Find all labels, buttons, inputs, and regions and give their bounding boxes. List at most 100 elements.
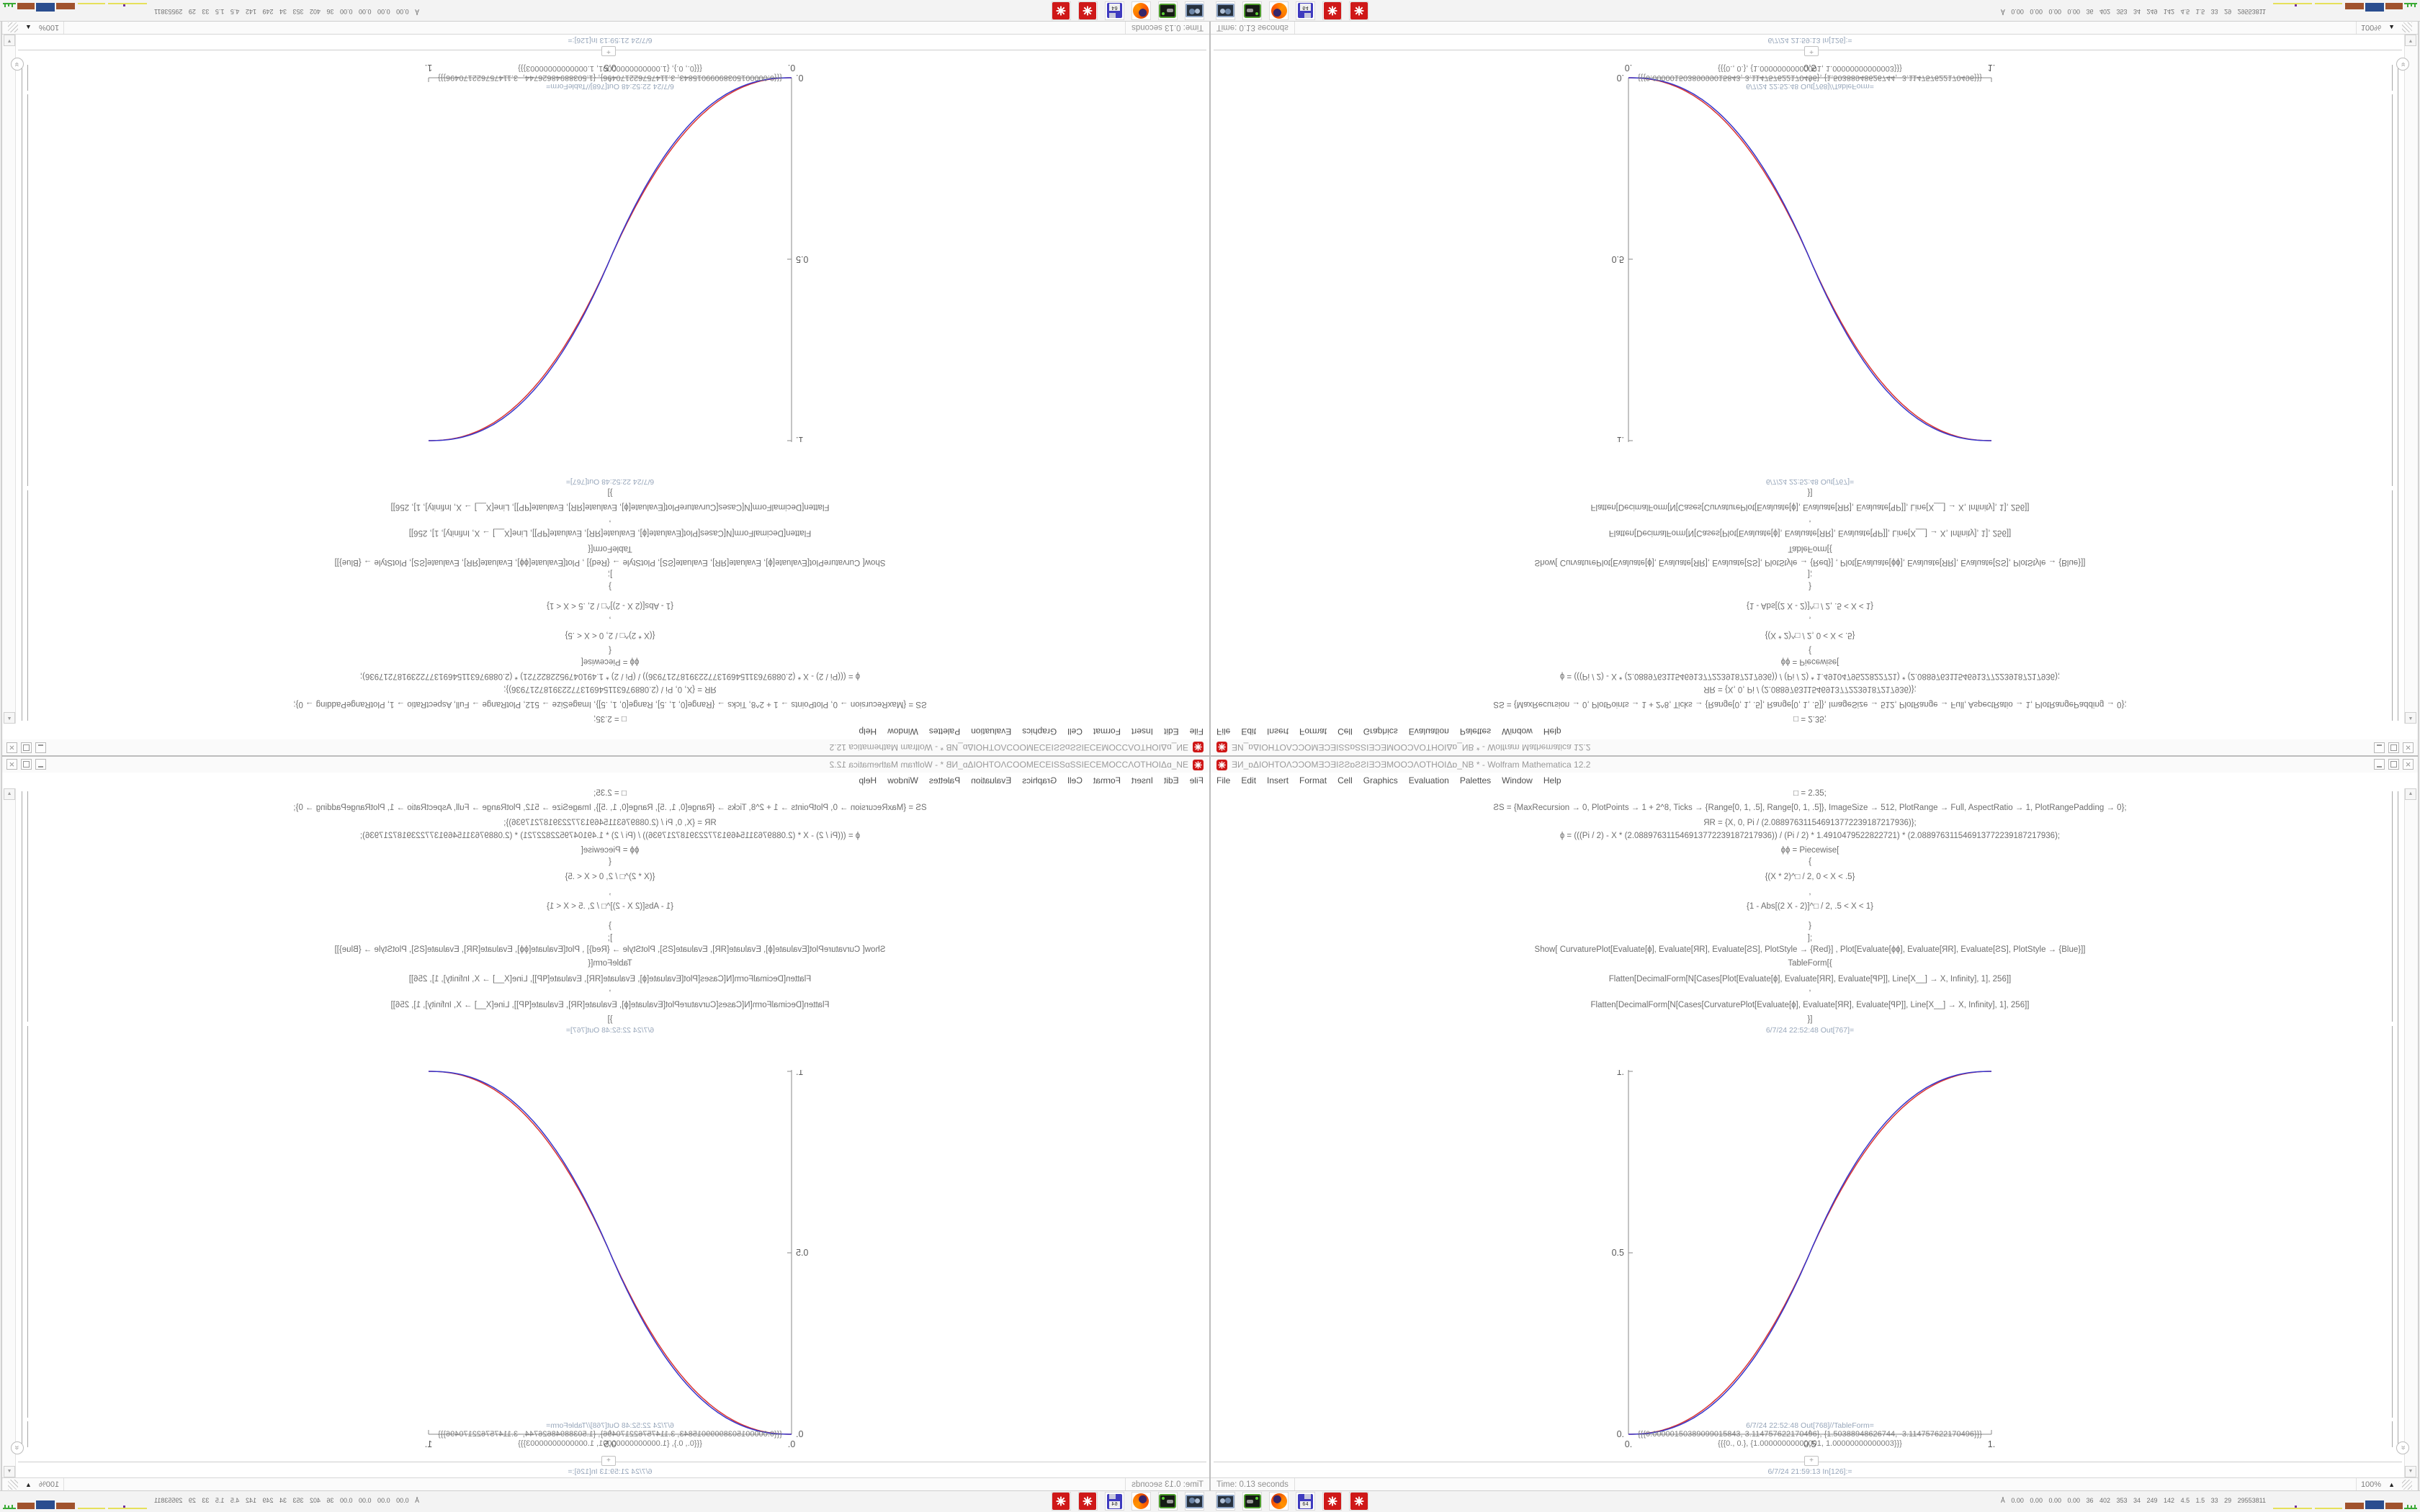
taskbar-item-kernel-1[interactable] xyxy=(1322,1,1342,20)
menu-evaluation[interactable]: Evaluation xyxy=(1408,775,1449,786)
notebook-area[interactable]: □ = 2.35; ƧS = {MaxRecursion → 0, PlotPo… xyxy=(1211,34,2418,724)
horizontal-scrollbar[interactable] xyxy=(1295,22,2356,34)
taskbar-item-emulator[interactable] xyxy=(1158,1,1178,20)
menu-format[interactable]: Format xyxy=(1093,775,1121,786)
insert-cell-plus-button[interactable]: + xyxy=(601,1456,616,1466)
vertical-scrollbar[interactable]: ▲ ▼ xyxy=(2404,35,2417,724)
taskbar-item-firefox[interactable] xyxy=(1131,1,1151,20)
menu-cell[interactable]: Cell xyxy=(1067,775,1083,786)
scroll-down-arrow-icon[interactable]: ▼ xyxy=(4,35,15,46)
input-cell-bracket[interactable] xyxy=(2392,791,2393,1022)
resize-grip[interactable] xyxy=(8,1479,18,1490)
menu-edit[interactable]: Edit xyxy=(1163,726,1179,737)
output-table-cell-bracket[interactable] xyxy=(27,65,28,91)
close-button[interactable] xyxy=(2403,742,2414,753)
taskbar-item-firefox[interactable] xyxy=(1269,1492,1289,1511)
menu-cell[interactable]: Cell xyxy=(1337,775,1353,786)
menu-edit[interactable]: Edit xyxy=(1163,775,1179,786)
taskbar-item-kernel-1[interactable] xyxy=(1078,1492,1098,1511)
magnification-dropdown-icon[interactable]: ▲ xyxy=(2388,24,2395,32)
minimize-button[interactable] xyxy=(35,759,46,770)
magnification-control[interactable]: 100% ▲ xyxy=(2,1478,65,1490)
scroll-up-arrow-icon[interactable]: ▲ xyxy=(4,712,15,724)
taskbar-item-floppy64[interactable]: 64 xyxy=(1105,1492,1124,1511)
menu-insert[interactable]: Insert xyxy=(1131,775,1153,786)
menu-edit[interactable]: Edit xyxy=(1241,775,1257,786)
magnification-dropdown-icon[interactable]: ▲ xyxy=(25,24,32,32)
menu-palettes[interactable]: Palettes xyxy=(1459,726,1492,737)
taskbar-item-firefox[interactable] xyxy=(1269,1,1289,20)
menu-window[interactable]: Window xyxy=(887,726,918,737)
scroll-down-arrow-icon[interactable]: ▼ xyxy=(2405,1466,2416,1477)
window-titlebar[interactable]: ƎИ_ɒΔIOHTOΛƆƆOMƎƆƎIƧƧɒƧƧIƎƆƎMOOƆΛOTHOIΔɒ… xyxy=(1211,757,2418,773)
menu-cell[interactable]: Cell xyxy=(1337,726,1353,737)
menu-insert[interactable]: Insert xyxy=(1267,726,1289,737)
menu-format[interactable]: Format xyxy=(1299,726,1327,737)
taskbar-item-emulator[interactable] xyxy=(1158,1492,1178,1511)
taskbar-item-display-settings[interactable] xyxy=(1216,1,1235,20)
taskbar-item-kernel-2[interactable] xyxy=(1349,1492,1368,1511)
menu-evaluation[interactable]: Evaluation xyxy=(1408,726,1449,737)
vertical-scrollbar[interactable]: ▲ ▼ xyxy=(3,788,16,1477)
window-titlebar[interactable]: ƎИ_ɒΔIOHTOΛƆƆOMƎƆƎIƧƧɒƧƧIƎƆƎMOOƆΛOTHOIΔɒ… xyxy=(2,739,1209,755)
scroll-up-arrow-icon[interactable]: ▲ xyxy=(2405,712,2416,724)
insert-cell-plus-button[interactable]: + xyxy=(1804,46,1819,56)
menu-edit[interactable]: Edit xyxy=(1241,726,1257,737)
input-cell-bracket[interactable] xyxy=(27,791,28,1022)
menu-palettes[interactable]: Palettes xyxy=(1459,775,1492,786)
menu-window[interactable]: Window xyxy=(1502,726,1533,737)
taskbar-item-kernel-2[interactable] xyxy=(1052,1,1071,20)
taskbar-item-kernel-2[interactable] xyxy=(1052,1492,1071,1511)
resize-grip[interactable] xyxy=(2402,22,2412,33)
notebook-area[interactable]: □ = 2.35; ƧS = {MaxRecursion → 0, PlotPo… xyxy=(2,34,1209,724)
taskbar-item-firefox[interactable] xyxy=(1131,1492,1151,1511)
resize-grip[interactable] xyxy=(8,22,18,33)
maximize-button[interactable] xyxy=(2388,759,2399,770)
scroll-down-arrow-icon[interactable]: ▼ xyxy=(4,1466,15,1477)
menu-palettes[interactable]: Palettes xyxy=(928,726,961,737)
scroll-up-arrow-icon[interactable]: ▲ xyxy=(4,788,15,800)
menu-palettes[interactable]: Palettes xyxy=(928,775,961,786)
taskbar-item-floppy64[interactable]: 64 xyxy=(1296,1,1315,20)
menu-graphics[interactable]: Graphics xyxy=(1363,775,1398,786)
magnification-control[interactable]: 100% ▲ xyxy=(2355,1478,2418,1490)
scroll-up-arrow-icon[interactable]: ▲ xyxy=(2405,788,2416,800)
close-button[interactable] xyxy=(6,759,17,770)
menu-format[interactable]: Format xyxy=(1093,726,1121,737)
menu-help[interactable]: Help xyxy=(1543,726,1561,737)
jump-to-bottom-icon[interactable]: » xyxy=(11,1441,24,1454)
output-table-cell-bracket[interactable] xyxy=(27,1421,28,1447)
menu-evaluation[interactable]: Evaluation xyxy=(971,726,1012,737)
insert-cell-plus-button[interactable]: + xyxy=(601,46,616,56)
menu-graphics[interactable]: Graphics xyxy=(1022,775,1057,786)
taskbar-item-display-settings[interactable] xyxy=(1185,1492,1204,1511)
close-button[interactable] xyxy=(2403,759,2414,770)
taskbar-item-emulator[interactable] xyxy=(1242,1492,1262,1511)
close-button[interactable] xyxy=(6,742,17,753)
jump-to-bottom-icon[interactable]: » xyxy=(2396,1441,2409,1454)
taskbar-item-kernel-1[interactable] xyxy=(1078,1,1098,20)
horizontal-scrollbar[interactable] xyxy=(64,1478,1125,1490)
output-plot-cell-bracket[interactable] xyxy=(2392,94,2393,486)
taskbar-item-floppy64[interactable]: 64 xyxy=(1296,1492,1315,1511)
window-titlebar[interactable]: ƎИ_ɒΔIOHTOΛƆƆOMƎƆƎIƧƧɒƧƧIƎƆƎMOOƆΛOTHOIΔɒ… xyxy=(2,757,1209,773)
horizontal-scrollbar[interactable] xyxy=(64,22,1125,34)
taskbar-item-emulator[interactable] xyxy=(1242,1,1262,20)
jump-to-bottom-icon[interactable]: » xyxy=(2396,58,2409,71)
vertical-scrollbar[interactable]: ▲ ▼ xyxy=(2404,788,2417,1477)
magnification-dropdown-icon[interactable]: ▲ xyxy=(25,1480,32,1488)
menu-window[interactable]: Window xyxy=(887,775,918,786)
menu-cell[interactable]: Cell xyxy=(1067,726,1083,737)
vertical-scrollbar[interactable]: ▲ ▼ xyxy=(3,35,16,724)
output-plot-cell-bracket[interactable] xyxy=(27,1026,28,1418)
taskbar-item-floppy64[interactable]: 64 xyxy=(1105,1,1124,20)
menu-file[interactable]: File xyxy=(1216,775,1231,786)
taskbar-item-kernel-1[interactable] xyxy=(1322,1492,1342,1511)
horizontal-scrollbar[interactable] xyxy=(1295,1478,2356,1490)
maximize-button[interactable] xyxy=(21,759,32,770)
insert-cell-plus-button[interactable]: + xyxy=(1804,1456,1819,1466)
taskbar-item-kernel-2[interactable] xyxy=(1349,1,1368,20)
magnification-dropdown-icon[interactable]: ▲ xyxy=(2388,1480,2395,1488)
output-plot-cell-bracket[interactable] xyxy=(2392,1026,2393,1418)
jump-to-bottom-icon[interactable]: » xyxy=(11,58,24,71)
